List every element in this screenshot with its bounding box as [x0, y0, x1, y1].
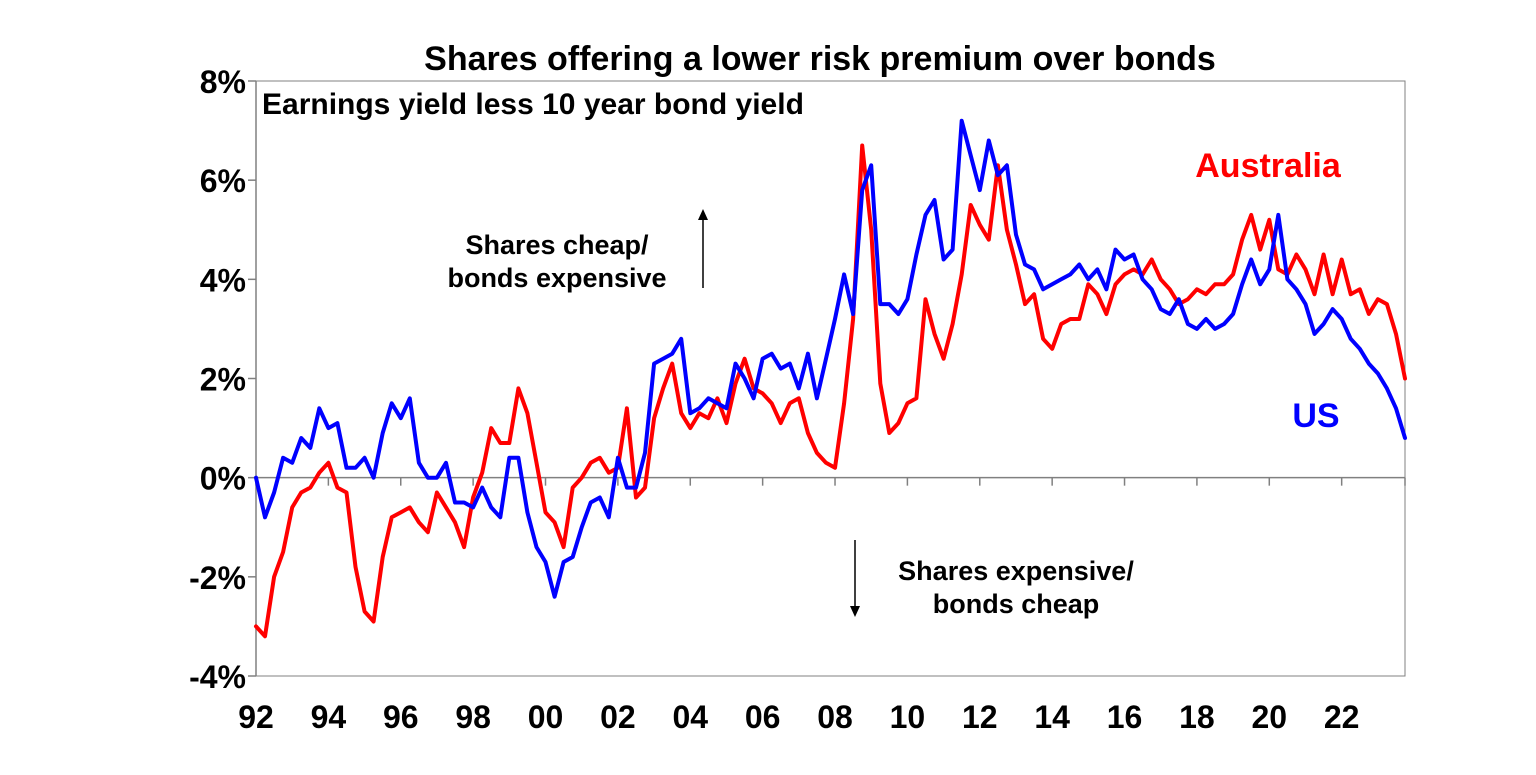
series-layer	[254, 118, 1407, 639]
annotation-cheap-line2: bonds expensive	[447, 263, 666, 293]
y-tick-label: 2%	[200, 362, 246, 398]
down-arrow-icon	[850, 540, 860, 617]
x-tick-label: 94	[311, 699, 347, 735]
x-tick-label: 20	[1251, 699, 1287, 735]
y-tick-label: 8%	[200, 64, 246, 100]
y-tick-label: 6%	[200, 163, 246, 199]
up-arrow-icon	[698, 209, 708, 288]
x-tick-label: 22	[1324, 699, 1360, 735]
legend-label-us: US	[1292, 397, 1339, 435]
y-tick-label: 4%	[200, 262, 246, 298]
x-tick-label: 06	[745, 699, 781, 735]
x-tick-label: 92	[238, 699, 274, 735]
x-tick-label: 14	[1034, 699, 1070, 735]
series-line-australia	[254, 143, 1407, 639]
x-tick-label: 18	[1179, 699, 1215, 735]
y-tick-label: 0%	[200, 461, 246, 497]
annotation-expensive-line2: bonds cheap	[933, 589, 1100, 619]
chart-subtitle: Earnings yield less 10 year bond yield	[262, 88, 804, 121]
x-tick-label: 98	[455, 699, 491, 735]
x-tick-label: 02	[600, 699, 636, 735]
chart-title: Shares offering a lower risk premium ove…	[424, 40, 1216, 78]
x-tick-label: 08	[817, 699, 853, 735]
legend-label-australia: Australia	[1195, 147, 1342, 185]
y-tick-label: -2%	[189, 560, 246, 596]
y-tick-label: -4%	[189, 659, 246, 695]
x-tick-label: 10	[890, 699, 926, 735]
x-axis: 92 94 96 98 00 02 04 06 08 10 12 14 16 18 20 22	[238, 476, 1406, 735]
x-tick-label: 04	[672, 699, 708, 735]
x-tick-label: 96	[383, 699, 419, 735]
series-line-us	[254, 118, 1407, 599]
annotation-expensive-line1: Shares expensive/	[898, 556, 1134, 586]
x-tick-label: 16	[1107, 699, 1143, 735]
x-tick-label: 12	[962, 699, 998, 735]
y-axis: -4% -2% 0% 2% 4% 6% 8%	[189, 64, 257, 695]
x-tick-label: 00	[528, 699, 564, 735]
annotation-cheap-line1: Shares cheap/	[465, 230, 649, 260]
